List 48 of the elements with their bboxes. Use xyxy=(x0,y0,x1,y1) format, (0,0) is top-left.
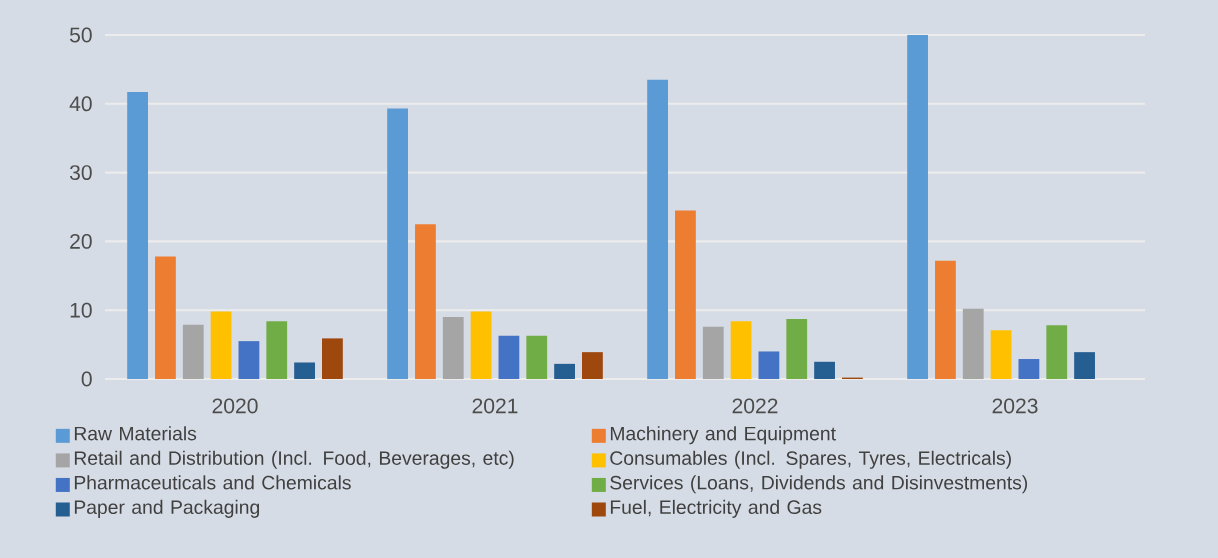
bar xyxy=(758,351,780,379)
bar xyxy=(322,338,343,379)
bar xyxy=(1046,325,1068,379)
legend-label: Services (Loans, Dividends and Disinvestments) xyxy=(610,475,1028,494)
y-tick-label: 30 xyxy=(69,165,92,181)
x-tick-label: 2022 xyxy=(732,398,778,414)
bar xyxy=(702,326,724,379)
bar xyxy=(962,308,984,379)
bar xyxy=(582,352,603,379)
bar xyxy=(907,34,928,379)
y-tick-label: 0 xyxy=(81,371,92,387)
bar xyxy=(238,341,260,379)
bar xyxy=(647,79,668,379)
x-tick-label: 2023 xyxy=(992,398,1038,414)
bar xyxy=(1074,352,1095,379)
bar xyxy=(470,311,492,379)
bar xyxy=(387,108,408,379)
legend-label: Raw Materials xyxy=(74,426,197,441)
bar xyxy=(730,321,752,379)
y-tick-label: 10 xyxy=(70,302,92,318)
bar xyxy=(415,224,436,379)
legend-label: Fuel, Electricity and Gas xyxy=(610,499,822,518)
legend-label: Retail and Distribution (Incl. Food, Beverages, etc) xyxy=(74,450,514,469)
bar xyxy=(182,324,204,379)
x-tick-label: 2020 xyxy=(212,398,258,414)
bar xyxy=(266,321,288,379)
bar xyxy=(526,335,548,379)
y-tick-label: 50 xyxy=(69,27,92,43)
bar xyxy=(127,92,148,379)
legend-label: Consumables (Incl. Spares, Tyres, Electricals) xyxy=(610,450,1011,469)
bar xyxy=(155,256,176,379)
bar xyxy=(990,330,1012,379)
bar xyxy=(935,260,956,379)
bar xyxy=(498,335,520,379)
y-tick-label: 20 xyxy=(70,233,92,249)
bar xyxy=(786,319,808,379)
bar xyxy=(210,311,232,379)
legend-label: Paper and Packaging xyxy=(74,499,260,518)
bar xyxy=(442,317,464,379)
bar xyxy=(1018,359,1040,379)
bar xyxy=(554,363,575,379)
bar xyxy=(294,362,315,379)
legend-label: Machinery and Equipment xyxy=(610,426,836,445)
y-tick-label: 40 xyxy=(69,96,92,112)
legend-label: Pharmaceuticals and Chemicals xyxy=(74,475,351,490)
bar xyxy=(675,210,696,379)
x-tick-label: 2021 xyxy=(472,398,518,414)
bar xyxy=(814,361,835,379)
